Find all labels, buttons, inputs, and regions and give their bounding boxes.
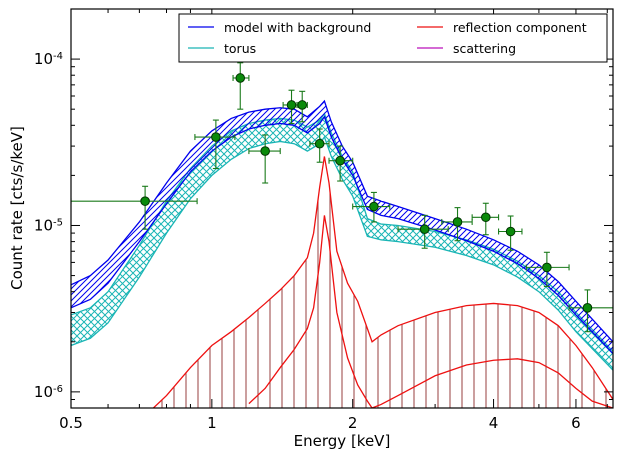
data-point-12 <box>471 202 500 236</box>
x-tick-label: 2 <box>348 414 358 432</box>
data-point-4 <box>248 134 281 184</box>
legend-entry-model: model with background <box>188 20 371 35</box>
x-tick-label: 0.5 <box>59 414 83 432</box>
data-point-2 <box>194 119 236 170</box>
data-point-9 <box>352 191 391 223</box>
data-point-7 <box>309 128 330 163</box>
x-tick-label: 4 <box>489 414 499 432</box>
y-tick-label: 10-6 <box>34 383 63 401</box>
data-point-13 <box>498 215 523 251</box>
data-marker <box>314 138 325 149</box>
data-point-14 <box>525 251 570 288</box>
data-marker <box>297 100 308 110</box>
y-axis-title: Count rate [cts/s/keV] <box>8 126 26 290</box>
legend-entry-reflection: reflection component <box>417 20 587 35</box>
data-point-1 <box>71 185 198 230</box>
data-marker <box>286 100 297 110</box>
x-tick-label: 6 <box>571 414 581 432</box>
data-point-6 <box>296 90 308 123</box>
data-point-5 <box>282 89 299 125</box>
plot-frame <box>70 8 614 409</box>
data-marker <box>452 217 463 227</box>
model-lower-line <box>71 115 613 354</box>
legend-label-model: model with background <box>224 20 371 35</box>
x-tick-label: 1 <box>207 414 217 432</box>
legend-label-reflection: reflection component <box>453 20 587 35</box>
torus-fill <box>71 113 613 371</box>
data-marker <box>140 196 150 206</box>
data-marker <box>419 224 430 234</box>
y-tick-label: 10-4 <box>34 50 63 68</box>
data-marker <box>335 155 345 166</box>
model-upper-line <box>71 99 613 343</box>
data-marker <box>369 201 379 212</box>
data-point-3 <box>232 62 250 110</box>
y-tick-label: 10-5 <box>34 216 63 234</box>
data-marker <box>235 73 246 83</box>
data-point-10 <box>397 214 449 249</box>
plot-area <box>71 62 613 408</box>
legend-entry-torus: torus <box>188 41 256 56</box>
data-marker <box>542 262 552 273</box>
reflection-lower-line <box>248 215 613 408</box>
data-points <box>71 62 613 333</box>
data-marker <box>582 303 593 313</box>
y-axis: 10-6 10-5 10-4 <box>34 8 613 409</box>
legend: model with background torus reflection c… <box>178 13 608 63</box>
reflection-fill <box>153 156 613 408</box>
torus-lower-line <box>71 135 613 371</box>
data-marker <box>211 132 221 142</box>
data-marker <box>505 226 516 237</box>
legend-entry-scattering: scattering <box>417 41 516 56</box>
data-marker <box>480 212 491 223</box>
legend-box <box>178 13 608 63</box>
x-axis-title: Energy [keV] <box>294 432 391 450</box>
data-marker <box>260 146 270 156</box>
data-point-8 <box>328 145 354 182</box>
model-fill <box>71 100 613 354</box>
data-point-15 <box>568 289 613 333</box>
model-band <box>71 99 613 354</box>
reflection-band <box>152 156 613 408</box>
data-point-11 <box>441 207 473 242</box>
legend-label-scattering: scattering <box>453 41 516 56</box>
reflection-upper-line <box>152 156 613 408</box>
legend-label-torus: torus <box>224 41 256 56</box>
